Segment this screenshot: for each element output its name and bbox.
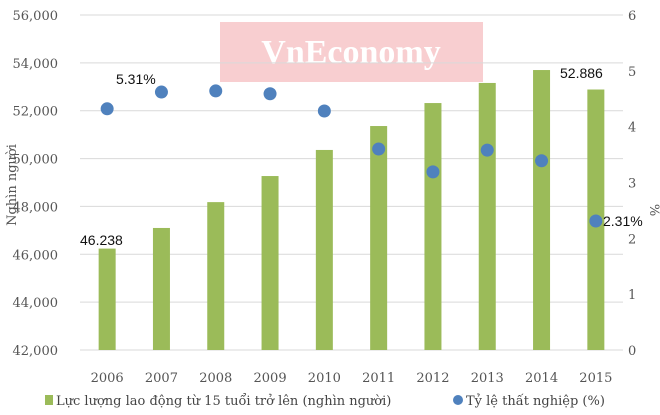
x-tick-label: 2008 (199, 371, 232, 386)
x-tick-label: 2014 (525, 371, 558, 386)
y-tick-label: 54,000 (13, 57, 59, 72)
dot-2012 (426, 165, 440, 179)
y2-tick-label: 5 (628, 65, 636, 80)
y2-tick-label: 4 (628, 121, 636, 136)
annotation-2015-rate: 2.31% (603, 213, 643, 229)
dot-2006 (100, 102, 114, 116)
y-tick-label: 56,000 (13, 9, 59, 24)
legend-bar-swatch (45, 395, 53, 405)
y-tick-label: 50,000 (13, 153, 59, 168)
dot-2011 (372, 142, 386, 156)
y-tick-label: 42,000 (13, 344, 59, 359)
x-tick-label: 2010 (308, 371, 341, 386)
y-tick-label: 48,000 (13, 200, 59, 215)
y2-tick-label: 0 (628, 344, 636, 359)
y2-axis-label: % (646, 204, 660, 216)
y2-tick-label: 3 (628, 177, 636, 192)
annotation-2006-bar: 46.238 (80, 232, 123, 248)
x-tick-label: 2006 (91, 371, 124, 386)
bar-2006 (98, 248, 116, 350)
x-tick-label: 2015 (579, 371, 612, 386)
legend-dot-swatch (453, 395, 463, 405)
y-tick-label: 44,000 (13, 296, 59, 311)
x-tick-label: 2012 (416, 371, 449, 386)
bar-2007 (152, 227, 170, 350)
dot-2015 (589, 214, 603, 228)
legend-dot-label: Tỷ lệ thất nghiệp (%) (466, 393, 605, 409)
y2-tick-label: 1 (628, 288, 636, 303)
bar-2012 (424, 103, 442, 350)
bar-2011 (370, 126, 388, 351)
dot-2014 (535, 154, 549, 168)
bar-2008 (207, 202, 225, 350)
x-tick-label: 2007 (145, 371, 178, 386)
dot-2010 (317, 104, 331, 118)
y2-tick-label: 2 (628, 232, 636, 247)
x-tick-label: 2013 (471, 371, 504, 386)
x-tick-label: 2011 (362, 371, 395, 386)
y-axis-label: Nghìn người (5, 144, 20, 226)
watermark-box (220, 22, 483, 82)
dot-2007 (154, 85, 168, 99)
annotation-2006-rate: 5.31% (116, 71, 156, 87)
y-tick-label: 52,000 (13, 105, 59, 120)
dot-2013 (480, 143, 494, 157)
y2-tick-label: 6 (628, 9, 636, 24)
bar-2014 (533, 70, 551, 351)
watermark: VnEconomy (261, 34, 440, 71)
x-tick-label: 2009 (254, 371, 287, 386)
dot-2008 (209, 84, 223, 98)
bar-2013 (478, 82, 496, 350)
bar-2009 (261, 176, 279, 350)
y-tick-label: 46,000 (13, 248, 59, 263)
bar-2010 (315, 149, 333, 350)
annotation-2015-bar: 52.886 (560, 65, 603, 81)
dot-2009 (263, 87, 277, 101)
legend-bar-label: Lực lượng lao động từ 15 tuổi trở lên (n… (56, 393, 391, 409)
